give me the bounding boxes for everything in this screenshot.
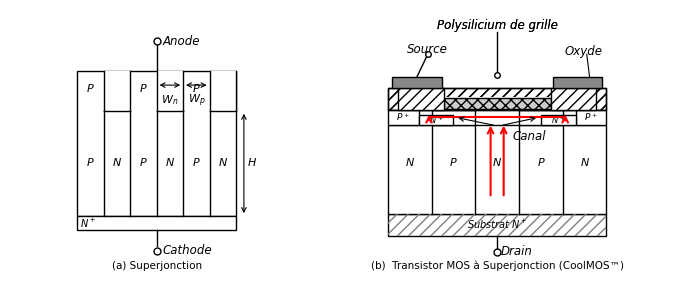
- Text: N: N: [406, 159, 414, 168]
- Text: P: P: [87, 84, 94, 94]
- Text: P: P: [140, 84, 147, 94]
- Text: $N^+$: $N^+$: [80, 217, 97, 229]
- Bar: [388, 110, 419, 125]
- Bar: [388, 214, 606, 236]
- Bar: [553, 77, 602, 88]
- Bar: [388, 88, 606, 110]
- Text: N: N: [493, 159, 501, 168]
- Text: Polysilicium de grille: Polysilicium de grille: [437, 19, 558, 32]
- Bar: [432, 110, 475, 125]
- Bar: [541, 115, 575, 125]
- Bar: [519, 110, 563, 125]
- Text: $P^+$: $P^+$: [584, 111, 598, 123]
- Text: Oxyde: Oxyde: [565, 45, 602, 58]
- Bar: [398, 88, 443, 110]
- Bar: [575, 110, 606, 125]
- Bar: [388, 88, 606, 110]
- Text: Source: Source: [407, 43, 448, 56]
- Text: $W_p$: $W_p$: [187, 93, 205, 110]
- Text: Substrat $N^+$: Substrat $N^+$: [467, 218, 527, 231]
- Bar: [392, 77, 441, 88]
- Text: H: H: [248, 159, 256, 168]
- Bar: [157, 71, 183, 111]
- Bar: [438, 97, 556, 110]
- Text: P: P: [450, 159, 457, 168]
- Bar: [104, 71, 130, 111]
- Text: (b)  Transistor MOS à Superjonction (CoolMOS™): (b) Transistor MOS à Superjonction (Cool…: [370, 260, 624, 271]
- Text: N: N: [219, 159, 227, 168]
- Text: $I_{ds}$: $I_{ds}$: [413, 93, 426, 107]
- Text: P: P: [87, 159, 94, 168]
- Text: P: P: [140, 159, 147, 168]
- Bar: [388, 214, 606, 236]
- Text: P: P: [537, 159, 544, 168]
- Text: P: P: [193, 159, 200, 168]
- Bar: [388, 125, 606, 214]
- Text: N: N: [113, 159, 121, 168]
- Text: N: N: [580, 159, 588, 168]
- Text: (a) Superjonction: (a) Superjonction: [112, 260, 202, 271]
- Text: $P^+$: $P^+$: [396, 111, 410, 123]
- Text: $W_n$: $W_n$: [161, 93, 178, 107]
- Text: Polysilicium de grille: Polysilicium de grille: [437, 19, 558, 32]
- Bar: [419, 115, 454, 125]
- Text: P: P: [193, 84, 200, 94]
- Bar: [78, 71, 236, 216]
- Bar: [210, 71, 236, 111]
- Text: $N^+$: $N^+$: [429, 115, 443, 126]
- Text: Cathode: Cathode: [163, 244, 212, 257]
- Text: Anode: Anode: [163, 35, 200, 48]
- Text: $N^+$: $N^+$: [551, 115, 565, 126]
- Text: Canal: Canal: [513, 130, 546, 143]
- Bar: [78, 216, 236, 230]
- Text: Drain: Drain: [501, 245, 533, 258]
- Bar: [388, 88, 606, 110]
- Bar: [443, 98, 551, 109]
- Text: $I_{ds}$: $I_{ds}$: [568, 93, 582, 107]
- Bar: [551, 88, 597, 110]
- Text: N: N: [165, 159, 174, 168]
